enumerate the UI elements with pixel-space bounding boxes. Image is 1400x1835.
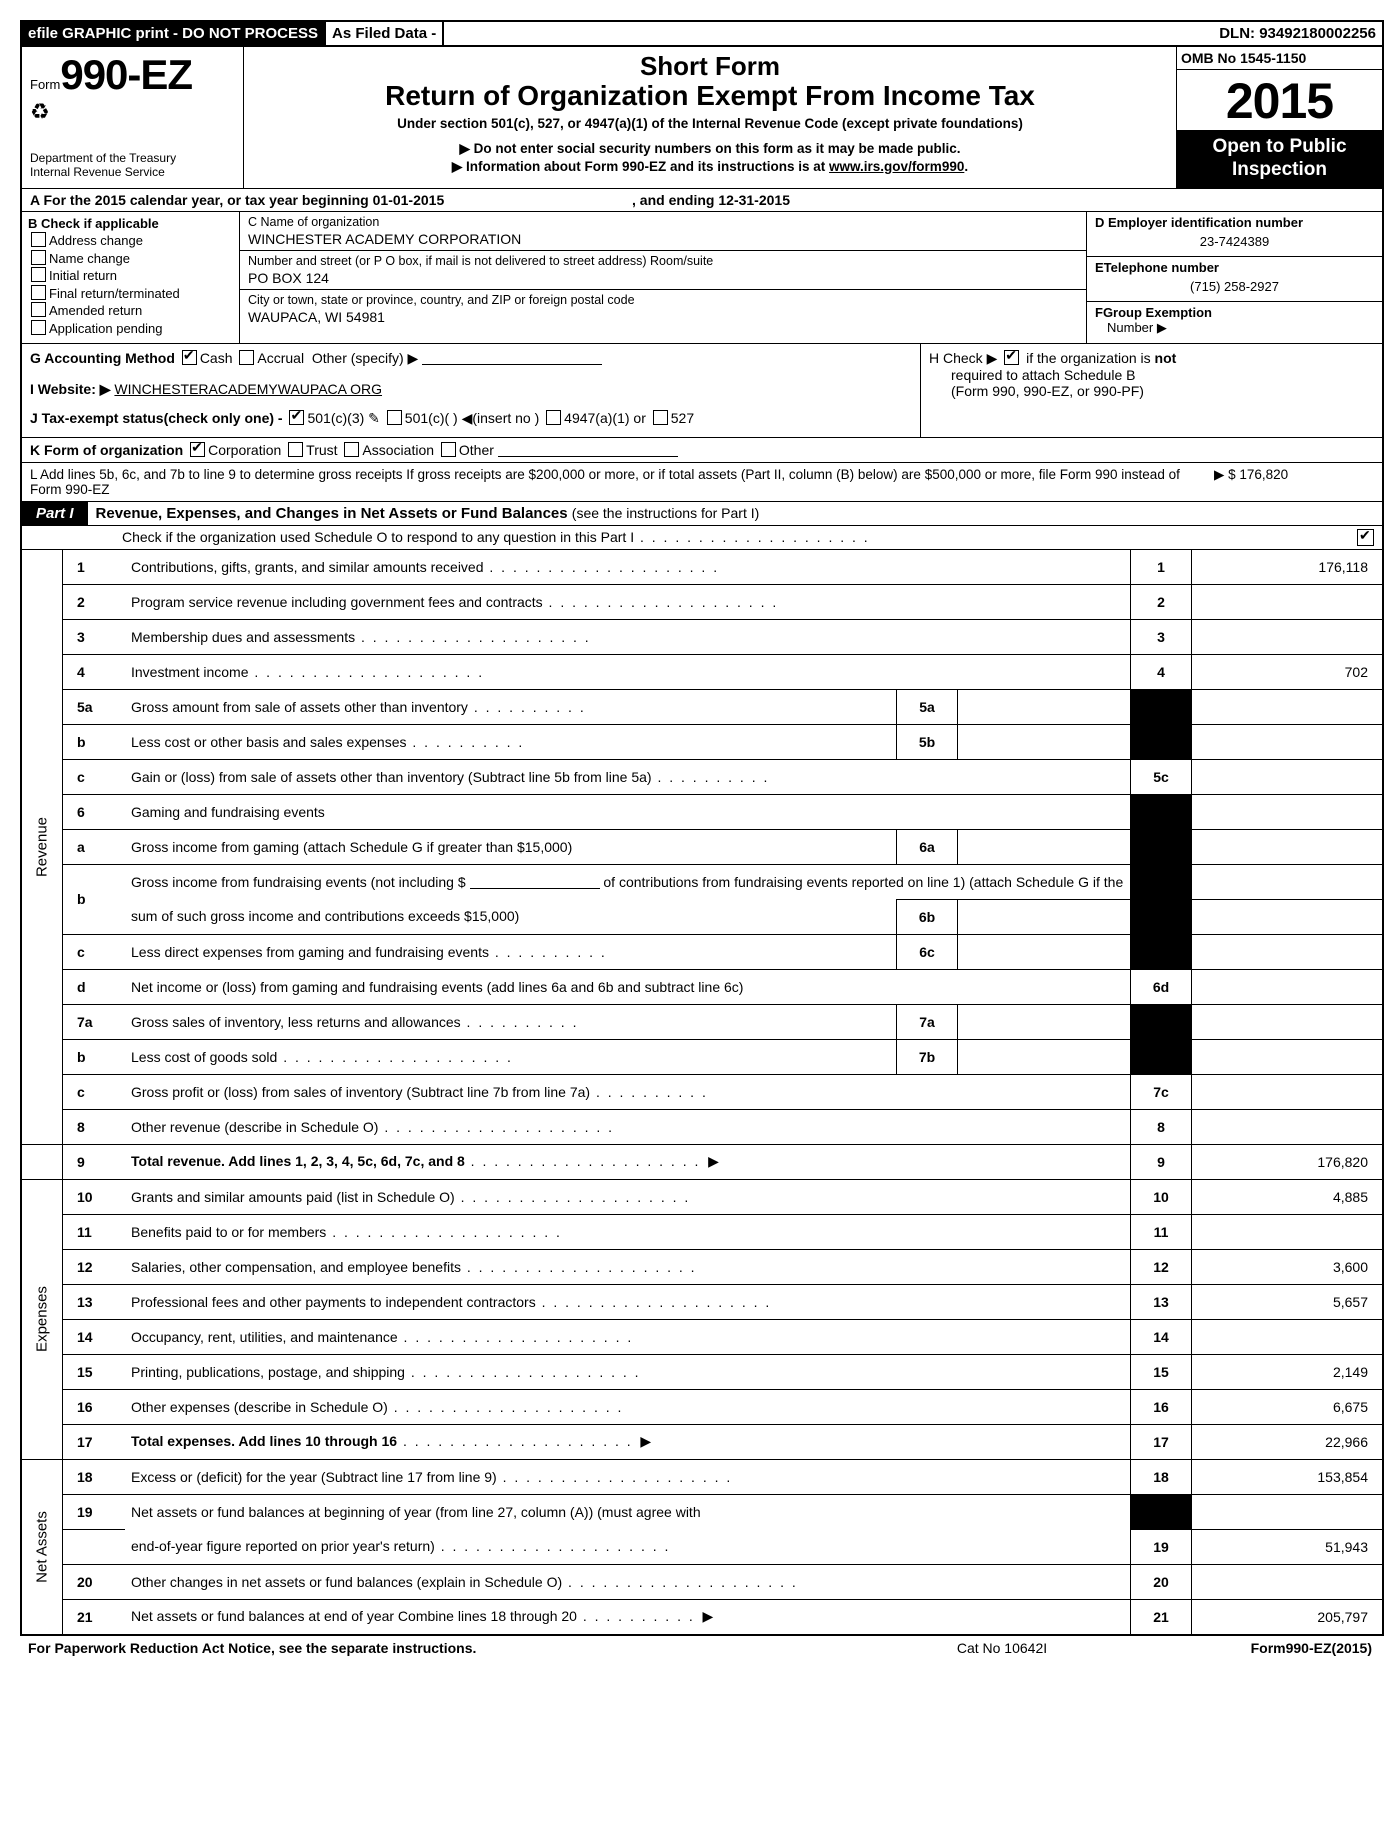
form-990ez: efile GRAPHIC print - DO NOT PROCESS As … bbox=[20, 20, 1384, 1636]
row-a-tax-year: A For the 2015 calendar year, or tax yea… bbox=[22, 189, 1382, 212]
line-6a: aGross income from gaming (attach Schedu… bbox=[22, 829, 1382, 864]
col-c-org: C Name of organization WINCHESTER ACADEM… bbox=[240, 212, 1086, 343]
line-18: Net Assets 18 Excess or (deficit) for th… bbox=[22, 1459, 1382, 1494]
line-6d: dNet income or (loss) from gaming and fu… bbox=[22, 969, 1382, 1004]
d-ein: D Employer identification number 23-7424… bbox=[1087, 212, 1382, 257]
line-20: 20Other changes in net assets or fund ba… bbox=[22, 1564, 1382, 1599]
dept-treasury: Department of the Treasury bbox=[30, 151, 235, 165]
line-13: 13Professional fees and other payments t… bbox=[22, 1284, 1382, 1319]
chk-address-change[interactable] bbox=[31, 232, 46, 247]
line-2: 2Program service revenue including gover… bbox=[22, 584, 1382, 619]
row-g-h: G Accounting Method Cash Accrual Other (… bbox=[22, 344, 1382, 438]
other-org-line bbox=[498, 442, 678, 457]
line-6c: cLess direct expenses from gaming and fu… bbox=[22, 934, 1382, 969]
chk-association[interactable] bbox=[344, 442, 359, 457]
irs-link[interactable]: www.irs.gov/form990 bbox=[829, 159, 964, 174]
chk-name-change[interactable] bbox=[31, 250, 46, 265]
chk-other-org[interactable] bbox=[441, 442, 456, 457]
line-12: 12Salaries, other compensation, and empl… bbox=[22, 1249, 1382, 1284]
g-accounting: G Accounting Method Cash Accrual Other (… bbox=[22, 344, 920, 437]
chk-amended-return[interactable] bbox=[31, 302, 46, 317]
chk-501c3[interactable] bbox=[289, 410, 304, 425]
schedule-o-check: Check if the organization used Schedule … bbox=[22, 526, 1382, 550]
top-bar: efile GRAPHIC print - DO NOT PROCESS As … bbox=[22, 22, 1382, 47]
chk-527[interactable] bbox=[653, 410, 668, 425]
row-l: L Add lines 5b, 6c, and 7b to line 9 to … bbox=[22, 463, 1382, 502]
chk-501c[interactable] bbox=[387, 410, 402, 425]
line-7b: bLess cost of goods sold 7b bbox=[22, 1039, 1382, 1074]
chk-accrual[interactable] bbox=[239, 350, 254, 365]
line-7c: cGross profit or (loss) from sales of in… bbox=[22, 1074, 1382, 1109]
netassets-side: Net Assets bbox=[22, 1459, 63, 1634]
chk-schedule-b-not-required[interactable] bbox=[1004, 350, 1019, 365]
line-6b-1: b Gross income from fundraising events (… bbox=[22, 864, 1382, 899]
col-b-checkboxes: B Check if applicable Address change Nam… bbox=[22, 212, 240, 343]
title-return: Return of Organization Exempt From Incom… bbox=[252, 80, 1168, 112]
line-16: 16Other expenses (describe in Schedule O… bbox=[22, 1389, 1382, 1424]
block-b-c-d: B Check if applicable Address change Nam… bbox=[22, 212, 1382, 344]
title-short-form: Short Form bbox=[252, 51, 1168, 82]
efile-notice: efile GRAPHIC print - DO NOT PROCESS bbox=[22, 22, 326, 45]
line-15: 15Printing, publications, postage, and s… bbox=[22, 1354, 1382, 1389]
revenue-side: Revenue bbox=[22, 550, 63, 1145]
form-number: Form 990-EZ bbox=[30, 51, 235, 99]
part-1-header: Part I Revenue, Expenses, and Changes in… bbox=[22, 502, 1382, 526]
ssn-warning: ▶ Do not enter social security numbers o… bbox=[252, 141, 1168, 157]
expenses-side: Expenses bbox=[22, 1179, 63, 1459]
line-5c: cGain or (loss) from sale of assets othe… bbox=[22, 759, 1382, 794]
chk-trust[interactable] bbox=[288, 442, 303, 457]
line-17: 17Total expenses. Add lines 10 through 1… bbox=[22, 1424, 1382, 1459]
tax-year: 2015 bbox=[1177, 70, 1382, 130]
line-14: 14Occupancy, rent, utilities, and mainte… bbox=[22, 1319, 1382, 1354]
irs-label: Internal Revenue Service bbox=[30, 165, 235, 179]
chk-schedule-o[interactable] bbox=[1357, 529, 1374, 546]
info-link-line: ▶ Information about Form 990-EZ and its … bbox=[252, 159, 1168, 175]
f-group-exemption: FGroup Exemption Number ▶ bbox=[1087, 302, 1382, 343]
header-center: Short Form Return of Organization Exempt… bbox=[244, 47, 1176, 188]
form-header: Form 990-EZ ♻ Department of the Treasury… bbox=[22, 47, 1382, 189]
line-21: 21Net assets or fund balances at end of … bbox=[22, 1599, 1382, 1634]
line-11: 11Benefits paid to or for members11 bbox=[22, 1214, 1382, 1249]
line-9: 9 Total revenue. Add lines 1, 2, 3, 4, 5… bbox=[22, 1144, 1382, 1179]
line-19a: 19Net assets or fund balances at beginni… bbox=[22, 1494, 1382, 1529]
chk-final-return[interactable] bbox=[31, 285, 46, 300]
e-phone: ETelephone number (715) 258-2927 bbox=[1087, 257, 1382, 302]
chk-application-pending[interactable] bbox=[31, 320, 46, 335]
chk-initial-return[interactable] bbox=[31, 267, 46, 282]
c-city-block: City or town, state or province, country… bbox=[240, 290, 1086, 343]
header-right: OMB No 1545-1150 2015 Open to Public Ins… bbox=[1176, 47, 1382, 188]
dln: DLN: 93492180002256 bbox=[1213, 22, 1382, 45]
line-8: 8Other revenue (describe in Schedule O) … bbox=[22, 1109, 1382, 1144]
line-10: Expenses 10 Grants and similar amounts p… bbox=[22, 1179, 1382, 1214]
c-street-block: Number and street (or P O box, if mail i… bbox=[240, 251, 1086, 290]
header-left: Form 990-EZ ♻ Department of the Treasury… bbox=[22, 47, 244, 188]
other-specify-line bbox=[422, 350, 602, 365]
line-7a: 7aGross sales of inventory, less returns… bbox=[22, 1004, 1382, 1039]
chk-corporation[interactable] bbox=[190, 442, 205, 457]
c-name-block: C Name of organization WINCHESTER ACADEM… bbox=[240, 212, 1086, 251]
asfiled-label: As Filed Data - bbox=[326, 22, 444, 45]
line-1: Revenue 1 Contributions, gifts, grants, … bbox=[22, 550, 1382, 585]
part-1-table: Revenue 1 Contributions, gifts, grants, … bbox=[22, 550, 1382, 1634]
omb-number: OMB No 1545-1150 bbox=[1177, 47, 1382, 70]
h-schedule-b: H Check ▶ if the organization is not req… bbox=[920, 344, 1382, 437]
line-6: 6Gaming and fundraising events bbox=[22, 794, 1382, 829]
col-d-ein: D Employer identification number 23-7424… bbox=[1086, 212, 1382, 343]
page-footer: For Paperwork Reduction Act Notice, see … bbox=[20, 1636, 1380, 1656]
chk-4947[interactable] bbox=[546, 410, 561, 425]
line-5a: 5aGross amount from sale of assets other… bbox=[22, 689, 1382, 724]
line-3: 3Membership dues and assessments 3 bbox=[22, 619, 1382, 654]
website-link[interactable]: WINCHESTERACADEMYWAUPACA ORG bbox=[114, 381, 382, 397]
subtitle: Under section 501(c), 527, or 4947(a)(1)… bbox=[252, 116, 1168, 131]
line-5b: bLess cost or other basis and sales expe… bbox=[22, 724, 1382, 759]
line-19b: end-of-year figure reported on prior yea… bbox=[22, 1529, 1382, 1564]
line-4: 4Investment income 4702 bbox=[22, 654, 1382, 689]
open-public-badge: Open to Public Inspection bbox=[1177, 130, 1382, 188]
chk-cash[interactable] bbox=[182, 350, 197, 365]
line-6b-2: sum of such gross income and contributio… bbox=[22, 899, 1382, 934]
row-k: K Form of organization Corporation Trust… bbox=[22, 438, 1382, 463]
recycle-icon: ♻ bbox=[30, 99, 235, 125]
